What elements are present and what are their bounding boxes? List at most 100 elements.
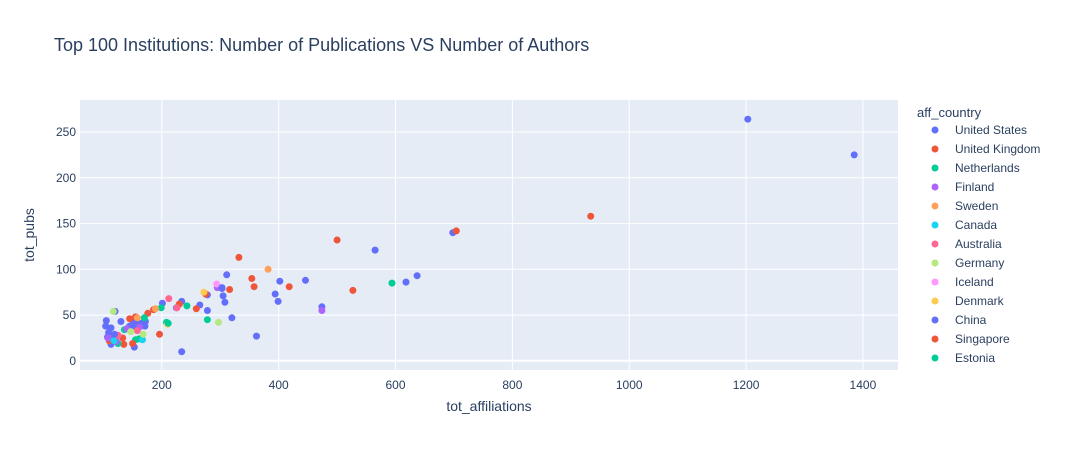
scatter-point[interactable] bbox=[126, 315, 134, 323]
scatter-point[interactable] bbox=[139, 330, 147, 338]
legend-label: Netherlands bbox=[955, 161, 1020, 175]
x-axis-label: tot_affiliations bbox=[446, 398, 531, 414]
legend-item[interactable]: United Kingdom bbox=[931, 142, 1041, 156]
legend-item[interactable]: United States bbox=[931, 123, 1028, 137]
legend-label: Singapore bbox=[955, 332, 1010, 346]
legend-item[interactable]: Estonia bbox=[931, 351, 996, 365]
legend-item[interactable]: China bbox=[931, 313, 987, 327]
legend-label: Iceland bbox=[955, 275, 994, 289]
legend-marker bbox=[931, 126, 939, 134]
scatter-point[interactable] bbox=[104, 334, 112, 342]
scatter-point[interactable] bbox=[221, 298, 229, 306]
scatter-point[interactable] bbox=[218, 284, 226, 292]
legend-label: United States bbox=[955, 123, 1027, 137]
scatter-point[interactable] bbox=[413, 272, 421, 280]
scatter-point[interactable] bbox=[274, 297, 282, 305]
scatter-point[interactable] bbox=[151, 305, 159, 313]
legend-label: Denmark bbox=[955, 294, 1005, 308]
series-germany bbox=[109, 307, 222, 338]
legend-marker bbox=[931, 297, 939, 305]
scatter-point[interactable] bbox=[183, 302, 191, 310]
scatter-point[interactable] bbox=[120, 340, 128, 348]
scatter-point[interactable] bbox=[173, 304, 181, 312]
y-tick-labels: 0 50 100 150 200 250 bbox=[56, 125, 76, 368]
scatter-point[interactable] bbox=[452, 227, 460, 235]
legend-item[interactable]: Denmark bbox=[931, 294, 1005, 308]
y-axis-label: tot_pubs bbox=[21, 208, 37, 262]
x-tick-label: 400 bbox=[269, 378, 289, 392]
series-singapore bbox=[129, 340, 137, 347]
legend-item[interactable]: Germany bbox=[931, 256, 1005, 270]
scatter-point[interactable] bbox=[276, 277, 284, 285]
legend-marker bbox=[931, 259, 939, 267]
scatter-point[interactable] bbox=[402, 278, 410, 286]
legend-item[interactable]: Finland bbox=[931, 180, 995, 194]
scatter-point[interactable] bbox=[109, 307, 117, 315]
legend-item[interactable]: Australia bbox=[931, 237, 1003, 251]
legend-item[interactable]: Netherlands bbox=[931, 161, 1020, 175]
scatter-point[interactable] bbox=[133, 327, 141, 335]
scatter-point[interactable] bbox=[102, 322, 110, 330]
scatter-point[interactable] bbox=[213, 280, 221, 288]
legend-item[interactable]: Sweden bbox=[931, 199, 999, 213]
y-tick-label: 50 bbox=[63, 308, 77, 322]
scatter-point[interactable] bbox=[223, 271, 231, 279]
y-tick-label: 150 bbox=[56, 217, 76, 231]
scatter-point[interactable] bbox=[349, 286, 357, 294]
legend-marker bbox=[931, 221, 939, 229]
scatter-point[interactable] bbox=[141, 322, 149, 330]
scatter-point[interactable] bbox=[192, 305, 200, 313]
scatter-point[interactable] bbox=[250, 283, 258, 291]
scatter-point[interactable] bbox=[271, 290, 279, 298]
legend-label: Finland bbox=[955, 180, 994, 194]
scatter-point[interactable] bbox=[127, 328, 135, 336]
scatter-point[interactable] bbox=[226, 286, 234, 293]
scatter-point[interactable] bbox=[200, 288, 208, 296]
scatter-point[interactable] bbox=[388, 279, 396, 287]
scatter-point[interactable] bbox=[117, 318, 125, 325]
series-iceland bbox=[213, 280, 221, 288]
scatter-point[interactable] bbox=[235, 253, 243, 261]
scatter-point[interactable] bbox=[744, 115, 752, 123]
y-tick-label: 0 bbox=[69, 354, 76, 368]
scatter-point[interactable] bbox=[139, 336, 146, 344]
x-tick-label: 200 bbox=[152, 378, 172, 392]
scatter-point[interactable] bbox=[228, 314, 236, 322]
x-tick-label: 800 bbox=[502, 378, 522, 392]
scatter-point[interactable] bbox=[302, 276, 309, 284]
scatter-point[interactable] bbox=[333, 236, 341, 244]
x-tick-label: 600 bbox=[385, 378, 405, 392]
scatter-point[interactable] bbox=[253, 332, 260, 340]
scatter-point[interactable] bbox=[110, 337, 118, 345]
scatter-point[interactable] bbox=[215, 318, 222, 326]
scatter-point[interactable] bbox=[133, 314, 141, 322]
legend-item[interactable]: Canada bbox=[931, 218, 998, 232]
legend-marker bbox=[931, 164, 939, 172]
scatter-point[interactable] bbox=[264, 265, 272, 273]
legend-label: China bbox=[955, 313, 987, 327]
legend-item[interactable]: Singapore bbox=[931, 332, 1011, 346]
scatter-point[interactable] bbox=[156, 330, 163, 338]
y-tick-label: 250 bbox=[56, 125, 76, 139]
scatter-point[interactable] bbox=[371, 246, 379, 254]
scatter-point[interactable] bbox=[203, 307, 211, 314]
scatter-point[interactable] bbox=[157, 304, 165, 312]
scatter-point[interactable] bbox=[587, 212, 595, 220]
scatter-point[interactable] bbox=[164, 319, 172, 327]
scatter-point[interactable] bbox=[203, 316, 211, 324]
scatter-point[interactable] bbox=[285, 283, 293, 291]
scatter-point[interactable] bbox=[111, 330, 118, 338]
scatter-point[interactable] bbox=[129, 340, 137, 347]
plot-area[interactable] bbox=[80, 100, 898, 370]
scatter-point[interactable] bbox=[178, 348, 186, 356]
legend-item[interactable]: Iceland bbox=[931, 275, 994, 289]
scatter-point[interactable] bbox=[219, 292, 227, 300]
scatter-point[interactable] bbox=[318, 307, 326, 314]
series-estonia bbox=[164, 319, 172, 327]
scatter-point[interactable] bbox=[102, 317, 110, 325]
scatter-point[interactable] bbox=[140, 314, 148, 322]
x-tick-label: 1400 bbox=[850, 378, 877, 392]
scatter-point[interactable] bbox=[850, 151, 858, 159]
scatter-point[interactable] bbox=[165, 295, 173, 303]
scatter-point[interactable] bbox=[248, 275, 256, 282]
